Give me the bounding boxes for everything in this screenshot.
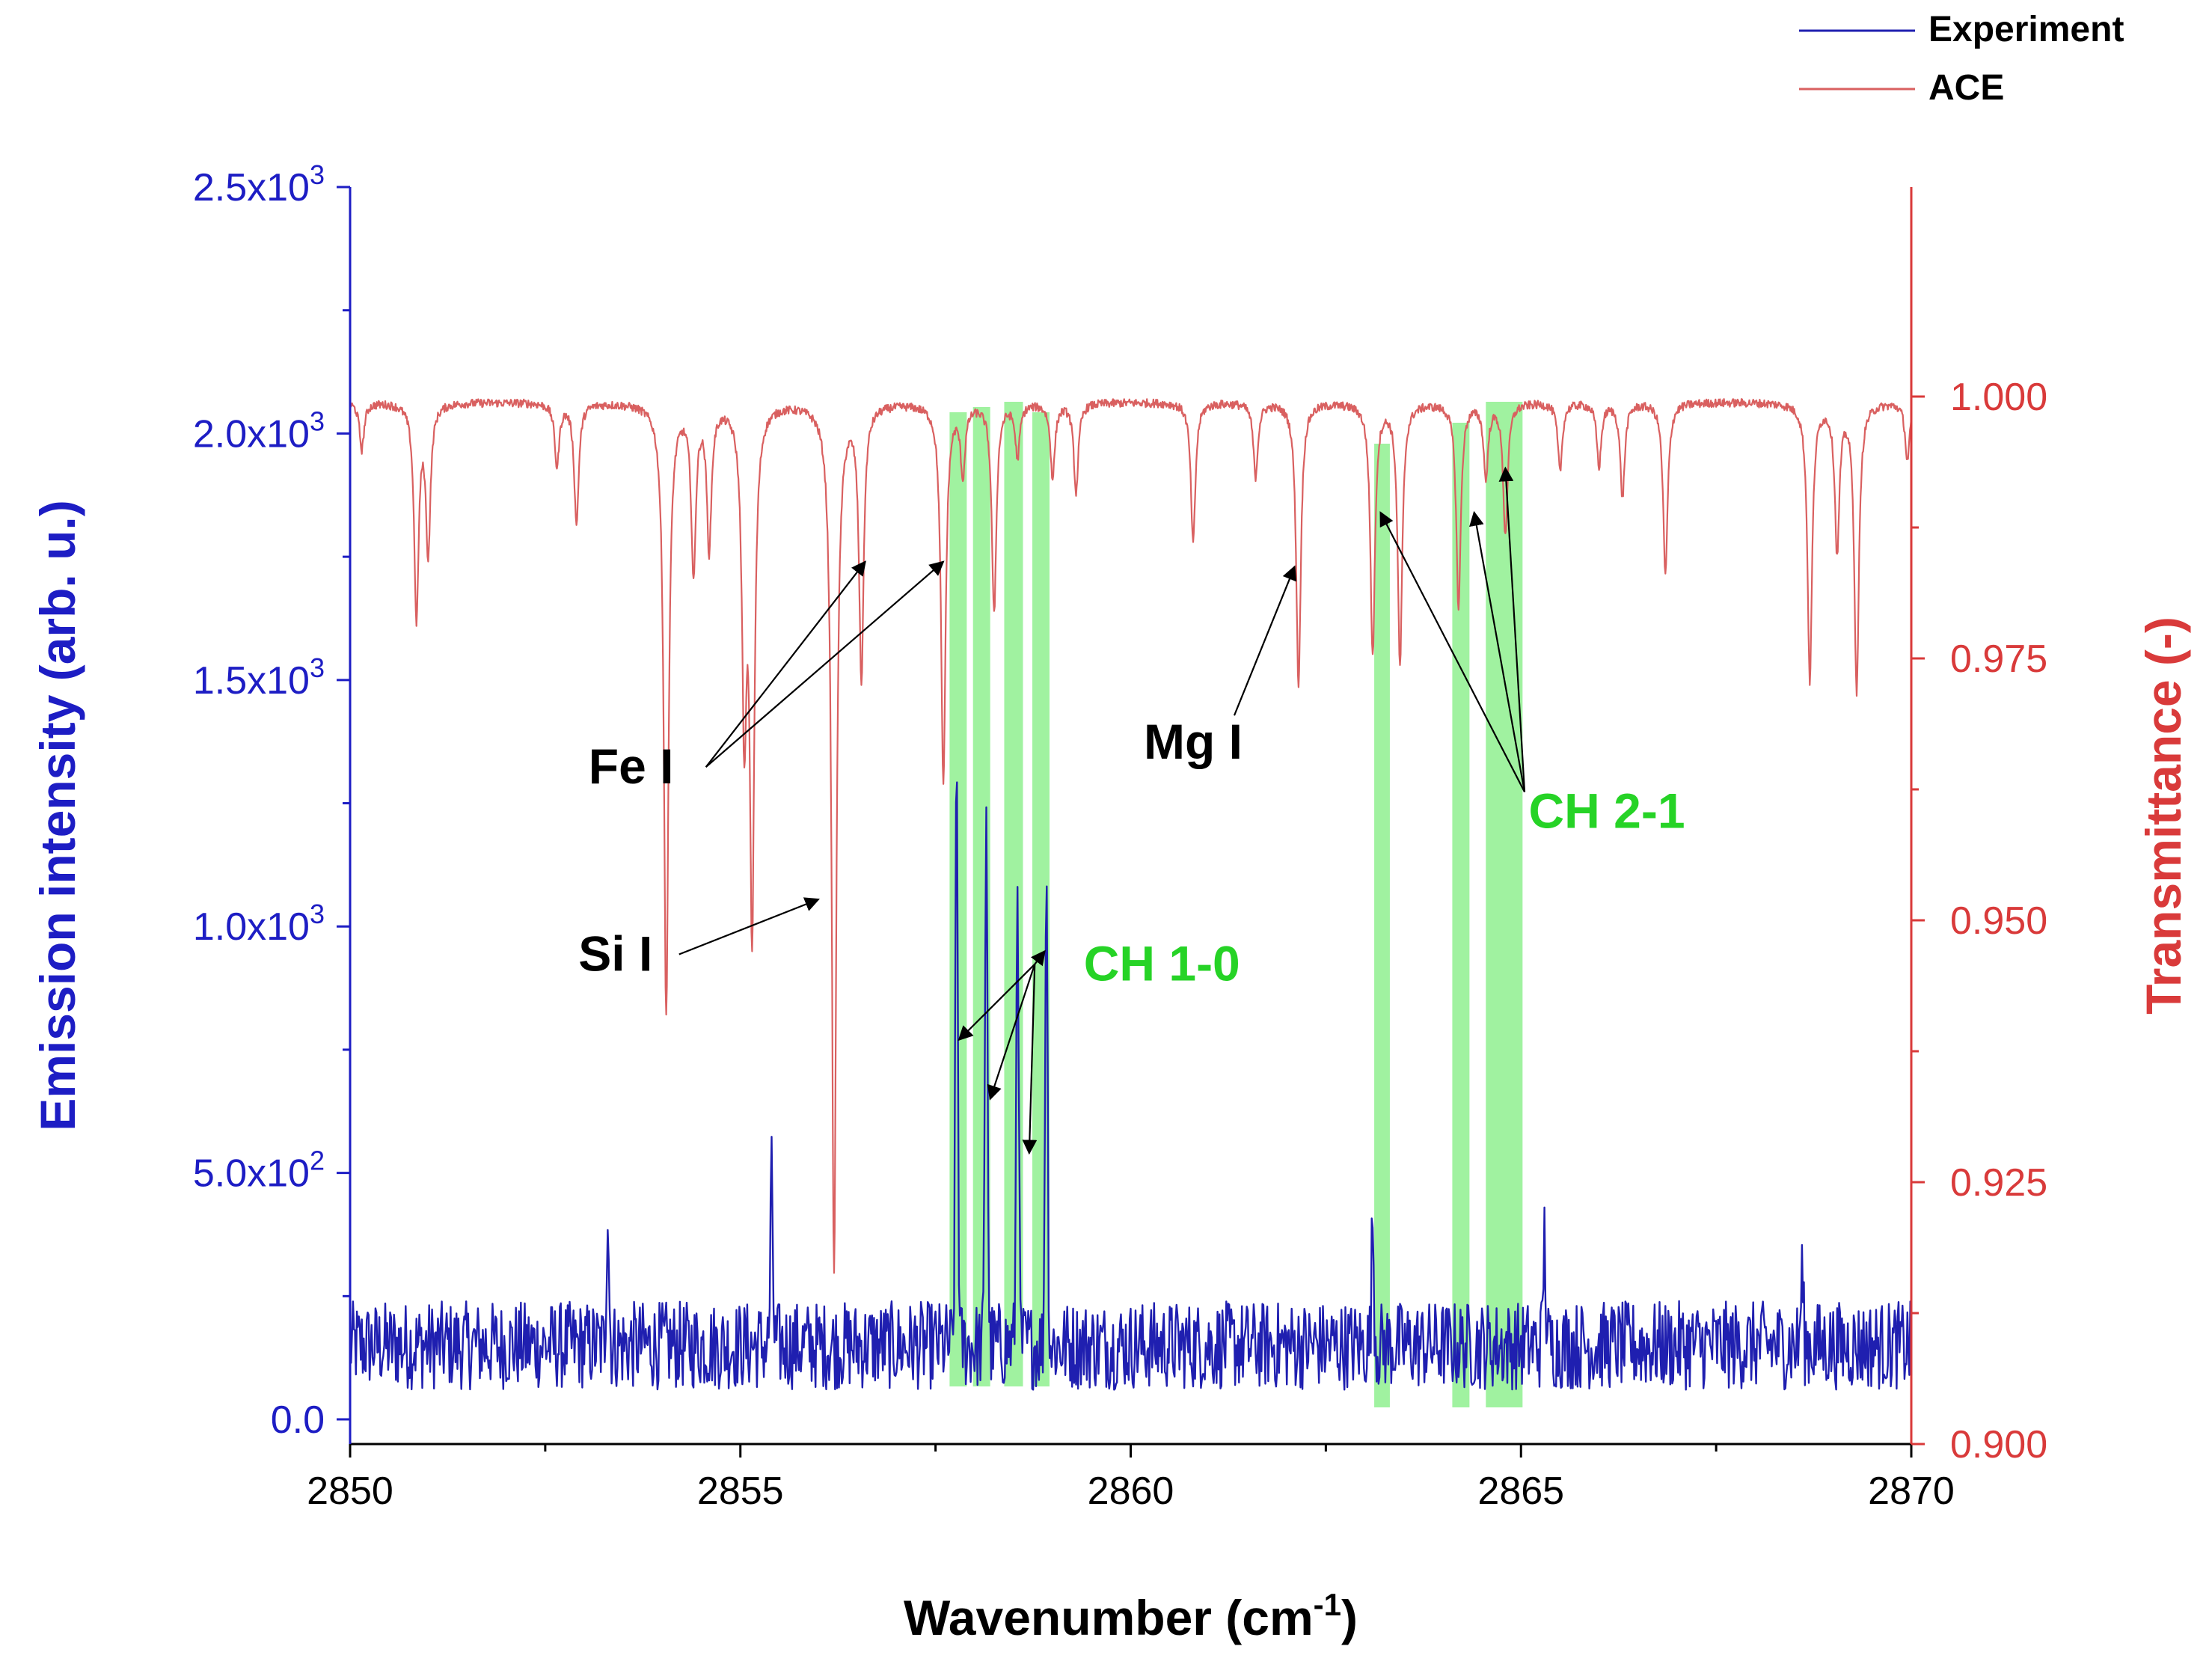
series-layer <box>349 398 1913 1391</box>
highlight-bands <box>949 402 1523 1407</box>
y-left-tick-label: 1.5x103 <box>193 652 325 703</box>
legend-label-0: Experiment <box>1928 10 2124 49</box>
x-axis-title: Wavenumber (cm-1) <box>904 1587 1358 1645</box>
series-ace <box>349 398 1913 1274</box>
annotation-ch21: CH 2-1 <box>1529 783 1685 838</box>
y-left-tick-exponent: 3 <box>310 406 325 436</box>
y-left-tick-exponent: 3 <box>310 652 325 683</box>
annotation-fe: Fe I <box>589 738 674 794</box>
y-right-tick-label: 0.975 <box>1950 637 2047 681</box>
y-left-tick-label: 5.0x102 <box>193 1146 325 1196</box>
y-left-tick-label: 1.0x103 <box>193 899 325 949</box>
y-left-tick-base: 0.0 <box>271 1398 325 1442</box>
y-left-tick-label: 0.0 <box>271 1398 325 1442</box>
y-left-tick-base: 1.0x10 <box>193 905 310 949</box>
y-right-tick-label: 0.925 <box>1950 1161 2047 1205</box>
annotation-si: Si I <box>578 926 652 982</box>
annotation-arrow <box>1022 964 1038 1155</box>
x-tick-label: 2870 <box>1868 1469 1955 1513</box>
y-right-tick-label: 1.000 <box>1950 376 2047 419</box>
x-axis-title-main: Wavenumber (cm <box>904 1590 1314 1645</box>
y-left-tick-base: 5.0x10 <box>193 1152 310 1196</box>
y-left-tick-exponent: 2 <box>310 1146 325 1176</box>
y-left-tick-base: 2.0x10 <box>193 412 310 456</box>
y-right-tick-label: 0.950 <box>1950 899 2047 943</box>
x-axis-title-close: ) <box>1341 1590 1358 1645</box>
y-right-tick-label: 0.900 <box>1950 1423 2047 1466</box>
x-axis-title-superscript: -1 <box>1314 1587 1341 1622</box>
annotation-ch10: CH 1-0 <box>1084 936 1240 991</box>
x-tick-label: 2850 <box>307 1469 393 1513</box>
x-tick-label: 2855 <box>697 1469 784 1513</box>
y-left-tick-base: 2.5x10 <box>193 166 310 209</box>
annotation-arrow <box>958 963 1036 1042</box>
y-right-axis-title: Transmittance (-) <box>2136 617 2191 1015</box>
x-tick-label: 2860 <box>1088 1469 1174 1513</box>
x-tick-label: 2865 <box>1477 1469 1564 1513</box>
y-left-tick-exponent: 3 <box>310 159 325 190</box>
annotation-arrow <box>987 964 1036 1101</box>
highlight-band <box>1486 402 1523 1407</box>
annotation-arrow <box>705 560 866 768</box>
y-left-tick-label: 2.5x103 <box>193 159 325 209</box>
highlight-band <box>1452 423 1470 1407</box>
highlight-band <box>972 407 990 1386</box>
y-left-axis-title: Emission intensity (arb. u.) <box>30 500 85 1131</box>
legend-label-1: ACE <box>1928 68 2004 108</box>
y-left-tick-exponent: 3 <box>310 899 325 929</box>
y-left-tick-label: 2.0x103 <box>193 406 325 456</box>
annotations: Fe I Si I Mg I CH 1-0 CH 2-1 <box>578 466 1685 1155</box>
annotation-arrow <box>1233 565 1297 716</box>
annotation-arrow <box>1379 511 1526 792</box>
series-experiment <box>349 781 1913 1391</box>
y-left-tick-base: 1.5x10 <box>193 659 310 703</box>
annotation-arrow <box>705 560 945 768</box>
axes: 2850 2855 2860 2865 28700.05.0x1021.0x1031.5… <box>30 159 2191 1645</box>
annotation-arrow <box>1498 466 1526 792</box>
highlight-band <box>1374 444 1390 1407</box>
annotation-arrow <box>1031 949 1046 967</box>
annotation-arrow <box>678 897 820 955</box>
annotation-arrow <box>1469 510 1526 792</box>
annotation-mg: Mg I <box>1144 714 1243 769</box>
legend: Experiment ACE <box>1799 10 2124 108</box>
